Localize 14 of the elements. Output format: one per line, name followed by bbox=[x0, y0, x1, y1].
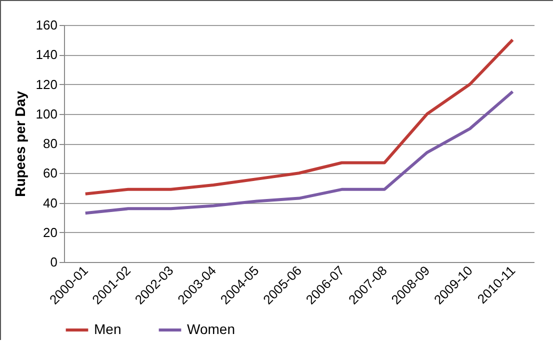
y-tick-label: 120 bbox=[36, 76, 58, 92]
y-tick-label: 140 bbox=[36, 47, 58, 62]
y-tick-label: 20 bbox=[43, 224, 58, 240]
y-tick-label: 60 bbox=[43, 166, 58, 181]
line-series bbox=[84, 38, 514, 196]
y-tick-label: 0 bbox=[50, 254, 58, 270]
y-axis-title: Rupees per Day bbox=[12, 90, 28, 197]
legend-label: Men bbox=[94, 321, 122, 337]
y-tick-label: 80 bbox=[43, 136, 58, 151]
y-tick-label: 40 bbox=[43, 195, 58, 210]
line-series bbox=[84, 90, 514, 215]
legend-label: Women bbox=[187, 321, 235, 337]
y-tick-label: 160 bbox=[36, 18, 58, 32]
y-tick-label: 100 bbox=[36, 106, 58, 122]
